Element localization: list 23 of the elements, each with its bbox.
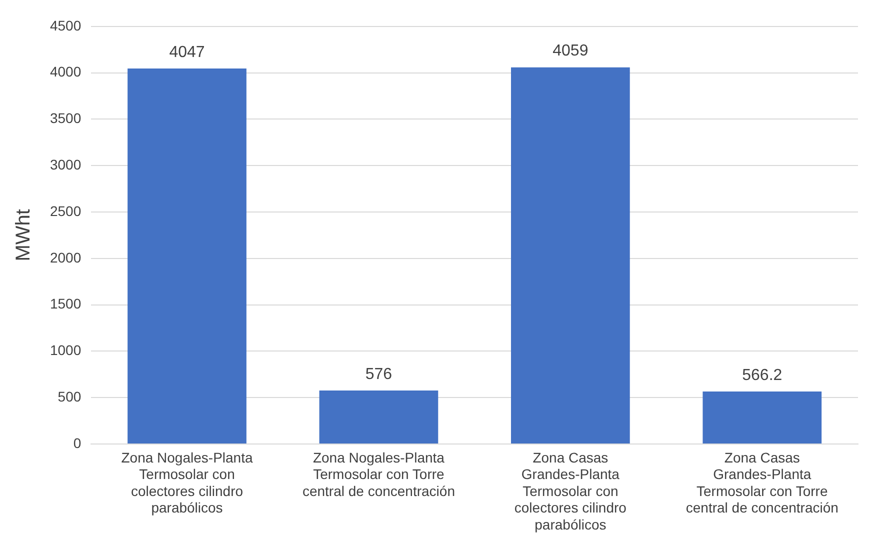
data-label: 576	[365, 366, 392, 383]
data-label: 4059	[552, 42, 588, 60]
x-tick-label: Zona Nogales-Planta Termosolar con colectores cilindro parabólicos	[121, 449, 253, 516]
data-label: 4047	[169, 44, 205, 61]
bar	[511, 67, 630, 444]
data-label: 566.2	[742, 366, 782, 384]
y-tick-label: 4000	[50, 64, 82, 80]
bar	[128, 68, 246, 444]
y-tick-label: 3000	[50, 156, 82, 172]
y-tick-label: 4500	[50, 17, 82, 34]
x-tick-label: Zona Nogales-Planta Termosolar con Torre central de concentración	[302, 449, 455, 499]
y-tick-label: 1500	[50, 296, 82, 312]
y-tick-label: 3500	[50, 110, 82, 126]
y-tick-label: 2000	[50, 249, 82, 266]
y-axis-title: MWht	[12, 208, 35, 262]
bar	[702, 391, 822, 444]
y-tick-label: 500	[58, 388, 82, 404]
x-tick-label: Zona Casas Grandes-Planta Termosolar con Torre central de concentración	[686, 449, 838, 516]
y-tick-label: 0	[73, 434, 82, 451]
y-tick-label: 2500	[50, 202, 82, 219]
x-tick-label: Zona Casas Grandes-Planta Termosolar con colectores cilindro parabólicos	[514, 449, 627, 532]
bar	[319, 390, 438, 444]
y-tick-label: 1000	[50, 342, 82, 358]
